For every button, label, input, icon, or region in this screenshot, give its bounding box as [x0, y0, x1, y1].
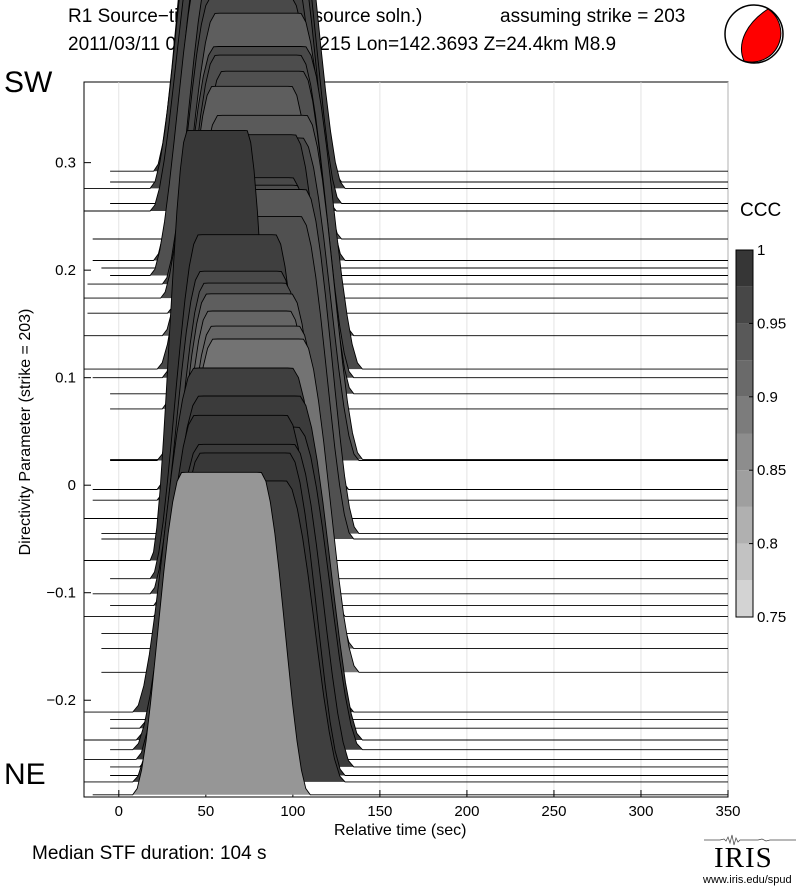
colorbar-segment — [736, 543, 753, 581]
x-tick-label: 350 — [715, 803, 740, 820]
direction-label-sw: SW — [4, 66, 53, 99]
colorbar-tick-label: 0.95 — [757, 315, 786, 332]
y-tick-label: 0.1 — [55, 370, 76, 387]
median-duration: Median STF duration: 104 s — [32, 843, 267, 864]
beachball-compressional-quadrant — [740, 8, 782, 63]
iris-logo-text: IRIS — [714, 842, 773, 874]
colorbar-tick-label: 0.75 — [757, 609, 786, 626]
colorbar-segment — [736, 250, 753, 287]
direction-label-ne: NE — [4, 758, 46, 791]
iris-logo — [704, 834, 796, 846]
colorbar-title: CCC — [740, 200, 782, 221]
x-tick-label: 300 — [628, 803, 653, 820]
y-tick-label: 0.2 — [55, 262, 76, 279]
colorbar-segment — [736, 396, 753, 434]
iris-url: www.iris.edu/spud — [703, 874, 792, 886]
stf-trace — [92, 471, 728, 796]
y-tick-label: 0.3 — [55, 155, 76, 172]
colorbar-segment — [736, 506, 753, 544]
y-tick-label: −0.1 — [46, 585, 76, 602]
x-tick-label: 0 — [115, 803, 123, 820]
colorbar-segment — [736, 470, 753, 507]
colorbar-segment — [736, 360, 753, 397]
x-tick-label: 250 — [541, 803, 566, 820]
y-tick-label: −0.2 — [46, 692, 76, 709]
colorbar-tick-label: 0.8 — [757, 536, 778, 553]
colorbar-segment — [736, 580, 753, 617]
colorbar-segment — [736, 323, 753, 361]
colorbar-tick-label: 0.85 — [757, 462, 786, 479]
x-tick-label: 150 — [367, 803, 392, 820]
x-tick-label: 50 — [197, 803, 214, 820]
seismogram-icon — [704, 834, 796, 846]
x-tick-label: 200 — [454, 803, 479, 820]
colorbar-segment — [736, 433, 753, 471]
colorbar-frame — [735, 249, 754, 618]
x-axis-label: Relative time (sec) — [334, 822, 467, 839]
colorbar-tick-label: 0.9 — [757, 389, 778, 406]
colorbar-segment — [736, 286, 753, 324]
x-tick-label: 100 — [280, 803, 305, 820]
colorbar-tick-label: 1 — [757, 242, 765, 259]
y-tick-label: 0 — [68, 477, 76, 494]
strike-assumption: assuming strike = 203 — [500, 6, 686, 27]
